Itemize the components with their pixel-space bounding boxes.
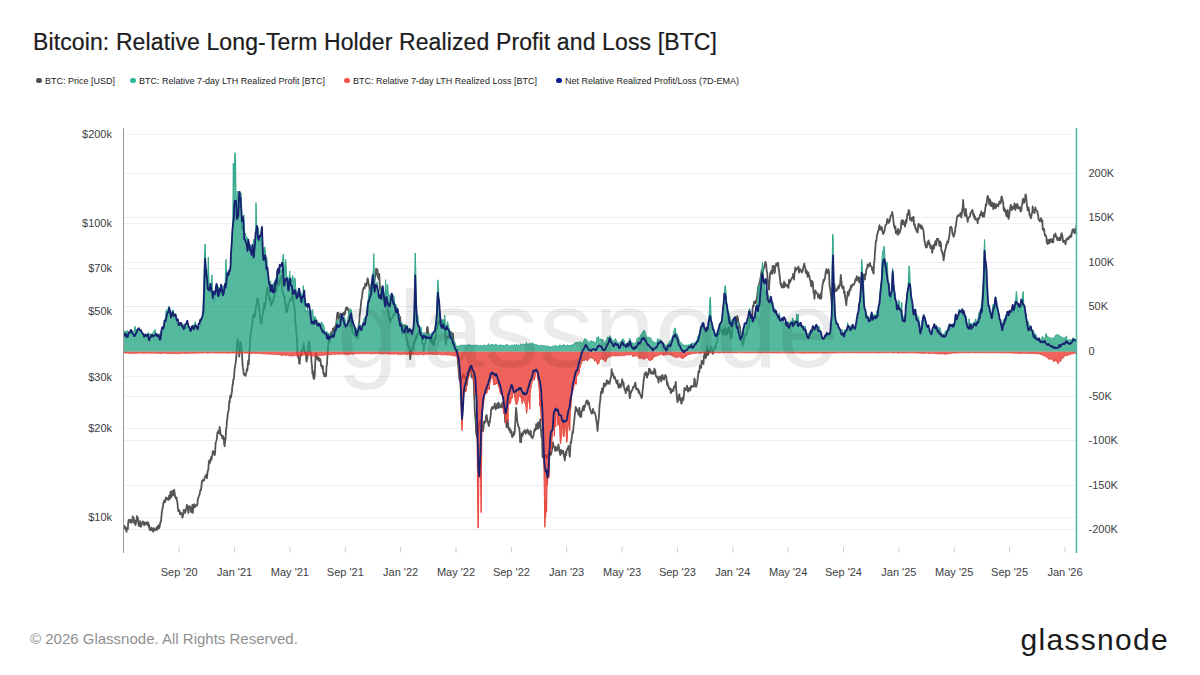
svg-text:glassnode: glassnode [337,267,839,390]
